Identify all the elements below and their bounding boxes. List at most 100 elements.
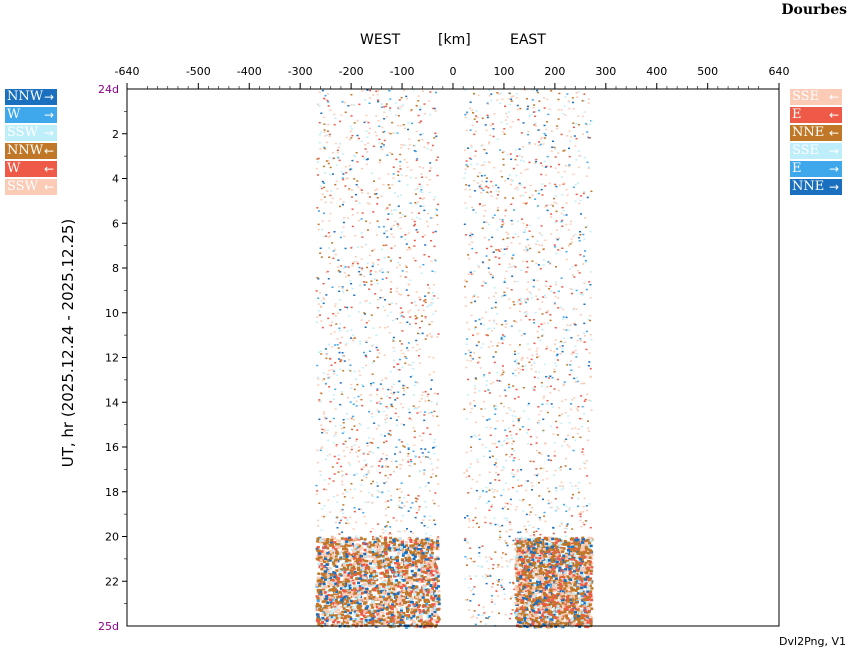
echo-point (525, 625, 529, 629)
echo-point (315, 167, 318, 170)
legend-right-item-nne: NNE ← (790, 125, 842, 141)
echo-point (353, 294, 356, 296)
echo-point (549, 615, 553, 619)
echo-point (544, 520, 547, 523)
echo-point (347, 217, 350, 219)
echo-point (491, 611, 494, 613)
echo-point (390, 558, 394, 562)
echo-point (510, 453, 513, 456)
echo-point (588, 556, 592, 559)
echo-point (341, 483, 344, 486)
echo-point (524, 597, 528, 600)
echo-point (518, 499, 521, 501)
arrow-left-icon: ← (828, 108, 839, 122)
echo-point (335, 445, 338, 448)
echo-point (412, 427, 415, 429)
echo-point (529, 567, 533, 571)
echo-point (551, 554, 555, 558)
echo-point (400, 507, 403, 509)
echo-point (535, 468, 538, 470)
echo-point (569, 574, 573, 578)
echo-point (384, 526, 387, 528)
echo-point (428, 100, 431, 102)
echo-point (569, 220, 572, 223)
echo-point (543, 107, 546, 109)
echo-point (579, 601, 583, 604)
echo-point (536, 615, 540, 618)
echo-point (542, 296, 545, 298)
arrow-left-icon: ← (828, 126, 839, 140)
echo-point (389, 260, 392, 262)
echo-point (479, 323, 482, 325)
echo-point (376, 306, 379, 309)
echo-point (503, 593, 506, 595)
echo-point (549, 506, 552, 509)
echo-point (358, 422, 361, 425)
echo-point (578, 552, 582, 556)
echo-point (557, 571, 561, 574)
echo-point (578, 561, 582, 565)
echo-point (564, 554, 568, 557)
echo-point (345, 522, 348, 524)
echo-point (416, 587, 420, 591)
echo-point (550, 203, 553, 206)
echo-point (485, 152, 488, 154)
legend-right-label: NNE (792, 179, 825, 194)
echo-point (386, 593, 390, 597)
echo-point (583, 303, 586, 306)
echo-point (567, 541, 571, 545)
echo-point (507, 407, 510, 409)
echo-point (539, 339, 542, 342)
echo-point (587, 614, 591, 617)
echo-point (463, 539, 466, 542)
echo-point (577, 115, 580, 117)
echo-point (334, 433, 337, 436)
echo-point (382, 183, 385, 186)
echo-point (380, 248, 383, 251)
echo-point (494, 351, 497, 353)
echo-point (465, 540, 468, 543)
echo-point (470, 158, 473, 160)
echo-point (323, 97, 326, 100)
echo-point (336, 149, 339, 152)
echo-point (360, 535, 363, 538)
echo-point (333, 473, 336, 475)
echo-point (587, 136, 590, 139)
echo-point (326, 558, 330, 562)
echo-point (323, 413, 326, 415)
echo-point (511, 543, 514, 546)
echo-point (392, 346, 395, 349)
echo-point (526, 480, 529, 482)
echo-point (521, 549, 525, 552)
echo-point (561, 445, 564, 447)
echo-point (567, 147, 570, 150)
echo-point (399, 227, 402, 230)
echo-point (561, 247, 564, 250)
echo-point (327, 343, 330, 346)
echo-point (356, 383, 359, 386)
echo-point (401, 366, 404, 368)
echo-point (323, 98, 326, 101)
echo-point (477, 94, 480, 97)
echo-point (553, 455, 556, 457)
echo-point (518, 555, 522, 559)
echo-point (515, 593, 519, 597)
echo-point (590, 553, 594, 557)
echo-point (545, 204, 548, 207)
echo-point (466, 321, 469, 324)
echo-point (569, 402, 572, 405)
echo-point (412, 361, 415, 364)
echo-point (361, 167, 364, 170)
echo-point (434, 310, 437, 312)
echo-point (504, 459, 507, 462)
echo-point (418, 470, 421, 473)
echo-point (528, 361, 531, 363)
echo-point (436, 545, 440, 549)
echo-point (518, 619, 522, 622)
echo-point (406, 386, 409, 389)
echo-point (536, 240, 539, 242)
echo-point (533, 342, 536, 345)
echo-point (416, 231, 419, 233)
echo-point (382, 306, 385, 308)
echo-point (381, 528, 384, 531)
